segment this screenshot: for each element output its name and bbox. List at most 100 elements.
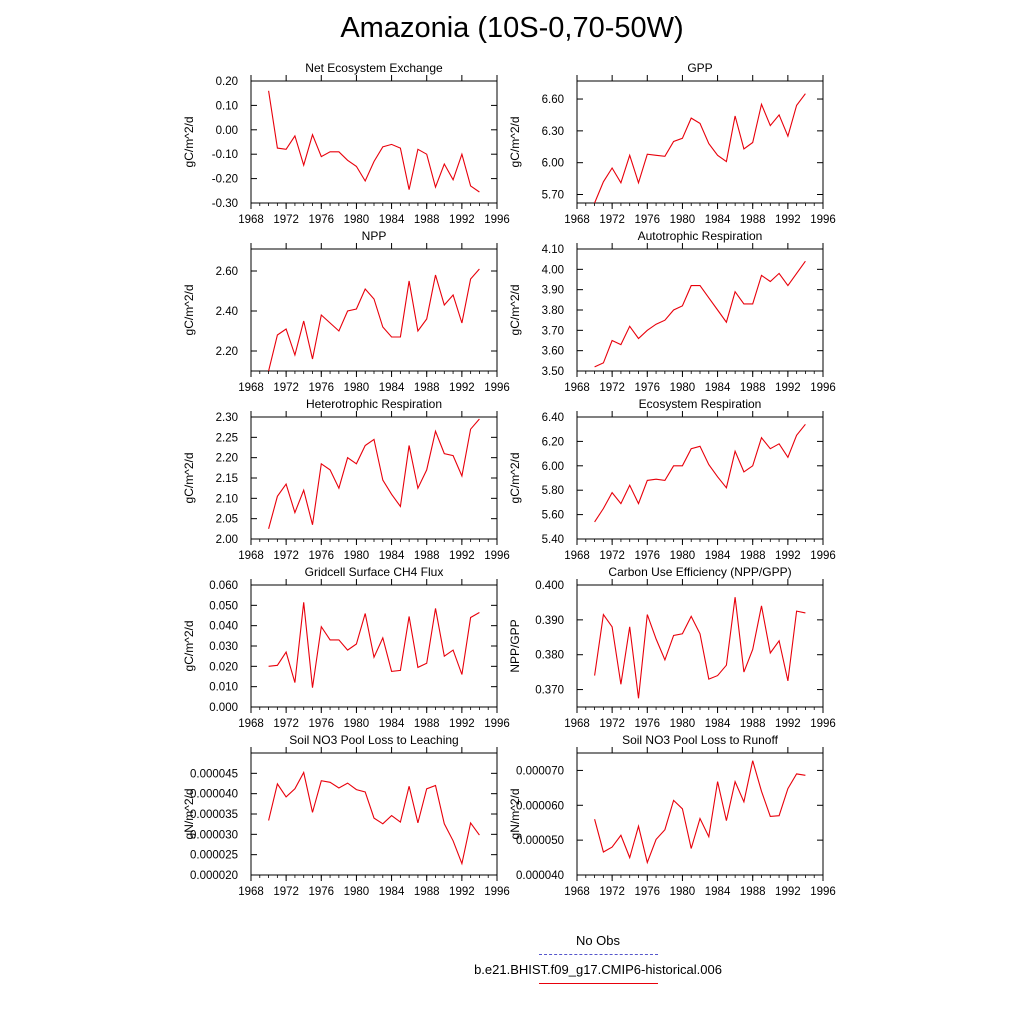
panel-4-xtick-label: 1988: [740, 382, 766, 394]
panel-2-xtick-label: 1976: [634, 214, 660, 226]
panel-9-frame: [250, 752, 498, 876]
panel-10-xtick-label: 1988: [740, 886, 766, 898]
panel-7-xtick-label: 1972: [273, 718, 299, 730]
panel-10-ytick-label: 0.000040: [516, 870, 564, 882]
panel-10-ytick-label: 0.000060: [516, 800, 564, 812]
panel-4-series-line: [594, 260, 806, 368]
panel-10-title: Soil NO3 Pool Loss to Runoff: [622, 733, 779, 747]
panel-5-xtick-label: 1972: [273, 550, 299, 562]
panel-3-xtick-label: 1988: [414, 382, 440, 394]
panel-3-xtick-label: 1996: [484, 382, 510, 394]
panel-4-ytick-label: 3.60: [542, 346, 564, 358]
panel-9-xtick-label: 1976: [308, 886, 334, 898]
panel-6-xtick-label: 1972: [599, 550, 625, 562]
panel-9-xtick-label: 1996: [484, 886, 510, 898]
panel-10-series-line: [594, 760, 806, 865]
panel-5-title: Heterotrophic Respiration: [306, 397, 442, 411]
panel-2-title: GPP: [687, 61, 712, 75]
panel-5-ytick-label: 2.10: [216, 493, 238, 505]
panel-9-ytick-label: 0.000035: [190, 809, 238, 821]
panel-5-xtick-label: 1976: [308, 550, 334, 562]
panel-8-xtick-label: 1980: [670, 718, 696, 730]
panel-4-xtick-label: 1984: [705, 382, 731, 394]
panel-3-xtick-label: 1980: [344, 382, 370, 394]
panel-9-ytick-label: 0.000025: [190, 850, 238, 862]
panel-1-ytick-label: -0.20: [212, 174, 238, 186]
panel-1-ytick-label: 0.20: [216, 76, 238, 88]
panel-3-ytick-label: 2.40: [216, 306, 238, 318]
panel-5-frame: [250, 416, 498, 540]
panel-7-ytick-label: 0.050: [209, 600, 238, 612]
panel-6-title: Ecosystem Respiration: [639, 397, 762, 411]
panel-8-xtick-label: 1984: [705, 718, 731, 730]
panel-5-ytick-label: 2.05: [216, 514, 238, 526]
panel-5-series-line: [268, 418, 480, 529]
panel-7-ytick-label: 0.010: [209, 682, 238, 694]
panel-6-frame: [576, 416, 824, 540]
panel-6-xtick-label: 1976: [634, 550, 660, 562]
panel-7-ytick-label: 0.030: [209, 641, 238, 653]
panel-5-xtick-label: 1988: [414, 550, 440, 562]
panel-8-xtick-label: 1972: [599, 718, 625, 730]
panel-1-ylabel: gC/m^2/d: [182, 117, 196, 168]
panel-2-xtick-label: 1988: [740, 214, 766, 226]
legend-label-model-run: b.e21.BHIST.f09_g17.CMIP6-historical.006: [474, 962, 722, 977]
panel-8-title: Carbon Use Efficiency (NPP/GPP): [608, 565, 791, 579]
panel-1-xtick-label: 1992: [449, 214, 475, 226]
panel-2-ytick-label: 5.70: [542, 190, 564, 202]
panel-10-xtick-label: 1968: [564, 886, 590, 898]
panel-8-ytick-label: 0.400: [535, 580, 564, 592]
panel-3-ylabel: gC/m^2/d: [182, 285, 196, 336]
panel-7-ylabel: gC/m^2/d: [182, 621, 196, 672]
legend-label-no-obs: No Obs: [575, 933, 621, 948]
panel-9-ylabel: gN/m^2/d: [182, 789, 196, 840]
panel-6-ytick-label: 5.80: [542, 485, 564, 497]
panel-2-xtick-label: 1968: [564, 214, 590, 226]
panel-7-title: Gridcell Surface CH4 Flux: [305, 565, 444, 579]
panel-2-frame: [576, 80, 824, 204]
panel-9-xtick-label: 1968: [238, 886, 264, 898]
panel-1-ytick-label: 0.10: [216, 100, 238, 112]
panel-5-ylabel: gC/m^2/d: [182, 453, 196, 504]
panel-9-ytick-label: 0.000020: [190, 870, 238, 882]
panel-9-xtick-label: 1992: [449, 886, 475, 898]
panel-7-xtick-label: 1976: [308, 718, 334, 730]
panel-2-xtick-label: 1984: [705, 214, 731, 226]
panel-8-xtick-label: 1992: [775, 718, 801, 730]
panel-9-xtick-label: 1980: [344, 886, 370, 898]
panel-6-ytick-label: 5.40: [542, 534, 564, 546]
panel-4-ytick-label: 3.50: [542, 366, 564, 378]
panel-9-ytick-label: 0.000030: [190, 829, 238, 841]
panel-5-xtick-label: 1992: [449, 550, 475, 562]
panel-7-ytick-label: 0.060: [209, 580, 238, 592]
panel-8-ytick-label: 0.390: [535, 615, 564, 627]
panel-10-xtick-label: 1996: [810, 886, 836, 898]
panel-1-xtick-label: 1972: [273, 214, 299, 226]
panel-6-ytick-label: 5.60: [542, 510, 564, 522]
panel-9-xtick-label: 1988: [414, 886, 440, 898]
panel-3-ytick-label: 2.60: [216, 266, 238, 278]
panel-5-xtick-label: 1980: [344, 550, 370, 562]
panel-3-title: NPP: [362, 229, 387, 243]
panel-4-xtick-label: 1972: [599, 382, 625, 394]
panel-1-xtick-label: 1996: [484, 214, 510, 226]
panel-3-xtick-label: 1976: [308, 382, 334, 394]
panel-8-xtick-label: 1968: [564, 718, 590, 730]
panel-8-series-line: [594, 597, 806, 699]
panel-8-frame: [576, 584, 824, 708]
panel-10-xtick-label: 1972: [599, 886, 625, 898]
panel-7-ytick-label: 0.000: [209, 702, 238, 714]
panel-6-ylabel: gC/m^2/d: [508, 453, 522, 504]
panel-2-xtick-label: 1996: [810, 214, 836, 226]
panel-7-frame: [250, 584, 498, 708]
panel-4-ytick-label: 3.90: [542, 285, 564, 297]
panel-5-xtick-label: 1968: [238, 550, 264, 562]
panel-1-ytick-label: -0.10: [212, 149, 238, 161]
panel-4-xtick-label: 1968: [564, 382, 590, 394]
panel-6-ytick-label: 6.00: [542, 461, 564, 473]
panel-4-ytick-label: 4.00: [542, 264, 564, 276]
panel-7-xtick-label: 1988: [414, 718, 440, 730]
panel-3-xtick-label: 1984: [379, 382, 405, 394]
panel-10-xtick-label: 1992: [775, 886, 801, 898]
